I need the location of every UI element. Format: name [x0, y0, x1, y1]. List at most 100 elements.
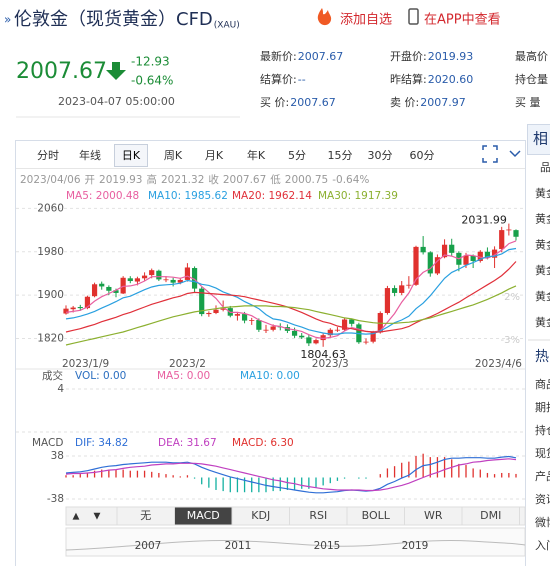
candle-body: [91, 284, 98, 297]
indicator-tab[interactable]: BOLL: [362, 509, 391, 522]
title-marker: »: [4, 13, 11, 27]
period-tab[interactable]: 30分: [368, 149, 393, 162]
sidebar-hot-item[interactable]: 现货: [535, 446, 550, 460]
price-change-pct: -0.64%: [131, 74, 173, 88]
stat-label: 卖 价:: [390, 96, 419, 109]
x-tick-label: 2023/1/9: [62, 358, 109, 370]
indicator-tab[interactable]: WR: [424, 509, 443, 522]
candle-body: [427, 252, 433, 274]
stat-label: 结算价:: [260, 72, 297, 86]
candle-body: [299, 335, 305, 338]
candle-body: [513, 230, 519, 237]
y-tick-label: 1820: [37, 332, 64, 344]
y-tick-label: 1980: [37, 246, 64, 258]
period-tab[interactable]: 年线: [79, 148, 101, 162]
period-tab[interactable]: 年K: [247, 148, 266, 162]
candle-body: [249, 320, 255, 321]
y-tick-label: 2060: [37, 202, 64, 214]
candle-body: [213, 309, 219, 313]
candle-body: [499, 230, 505, 250]
indicator-tab[interactable]: KDJ: [251, 509, 270, 522]
x-tick-label: 2023/2: [169, 358, 206, 370]
candle-body: [270, 326, 276, 330]
stat-label: 最新价:: [260, 49, 297, 63]
indicator-tab[interactable]: DMI: [480, 509, 501, 522]
sidebar-hot-item[interactable]: 期指: [535, 400, 550, 414]
navigator-outline: [65, 539, 526, 551]
flame-icon[interactable]: [317, 8, 332, 26]
phone-icon[interactable]: [408, 8, 419, 25]
symbol-code: (XAU): [214, 21, 240, 31]
candle-body: [313, 340, 319, 344]
add-watch[interactable]: 添加自选: [340, 13, 392, 28]
sidebar-hot-item[interactable]: 持仓: [535, 423, 550, 437]
candle-body: [220, 308, 226, 310]
sidebar-item[interactable]: 黄金: [535, 315, 550, 329]
macd-tick: 38: [51, 450, 64, 462]
period-tab[interactable]: 日K: [122, 149, 141, 162]
app-view[interactable]: 在APP中查看: [424, 12, 501, 28]
stat-label: 买 价:: [260, 96, 289, 109]
indicator-tab[interactable]: RSI: [309, 509, 327, 522]
fullscreen-icon[interactable]: [482, 145, 498, 163]
sidebar-hot-item[interactable]: 商品: [535, 377, 550, 391]
volume-legend: VOL: 0.00: [75, 370, 126, 382]
y-tick-label: 1900: [37, 289, 64, 301]
sidebar-item[interactable]: 黄金: [535, 289, 550, 303]
ma-line: [65, 261, 517, 333]
candle-body: [341, 319, 348, 330]
candle-body: [327, 329, 333, 336]
ma-line: [65, 247, 517, 335]
period-tab[interactable]: 15分: [328, 149, 353, 162]
sidebar-hot-item[interactable]: 微博: [535, 515, 550, 529]
macd-title: MACD: [32, 437, 63, 449]
info-item: 开: [85, 174, 96, 186]
candle-body: [177, 279, 183, 283]
quote-time: 2023-04-07 05:00:00: [58, 95, 175, 108]
sidebar-item[interactable]: 黄金: [535, 237, 550, 251]
x-tick-label: 2023/4/6: [475, 358, 522, 370]
candle-body: [263, 329, 269, 331]
candle-body: [441, 244, 448, 258]
info-item: 2019.93: [99, 174, 142, 186]
last-price: 2007.67: [16, 59, 107, 84]
macd-line: [65, 458, 517, 492]
period-tab[interactable]: 周K: [164, 149, 183, 162]
stat-label: 买 量: [515, 96, 541, 109]
sidebar-hot-item[interactable]: 入门: [535, 538, 550, 552]
sidebar-hot-item[interactable]: 产品: [535, 469, 550, 483]
stat-value: 2007.67: [290, 96, 336, 109]
indicator-tab[interactable]: 无: [140, 509, 151, 522]
period-tab[interactable]: 5分: [288, 149, 306, 162]
sidebar-item[interactable]: 黄金: [535, 212, 550, 226]
sidebar-item[interactable]: 黄金: [535, 186, 550, 200]
candle-body: [120, 277, 126, 294]
legend-item: MA30: 1917.39: [318, 190, 398, 202]
candle-body: [399, 285, 405, 293]
sidebar-item[interactable]: 品: [540, 161, 550, 174]
period-tab[interactable]: 60分: [410, 149, 435, 162]
scroll-arrow[interactable]: ▼: [94, 512, 101, 522]
candle-body: [241, 314, 248, 321]
candle-body: [184, 267, 191, 280]
candle-body: [256, 320, 262, 330]
indicator-tab-box: [461, 506, 520, 526]
info-item: 2007.67: [223, 174, 266, 186]
period-tab[interactable]: 月K: [205, 149, 224, 162]
info-item: 收: [208, 173, 219, 186]
scroll-arrow[interactable]: ▲: [73, 512, 80, 522]
navigator-year: 2015: [314, 540, 341, 552]
candle-body: [106, 286, 112, 291]
period-tab[interactable]: 分时: [37, 149, 59, 162]
indicator-tab[interactable]: MACD: [187, 509, 220, 522]
candle-body: [206, 312, 212, 315]
high-annotation: 2031.99: [461, 214, 507, 227]
stat-value: --: [298, 73, 306, 86]
down-arrow: [106, 62, 126, 80]
sidebar-hot-item[interactable]: 资讯: [535, 493, 550, 506]
candle-body: [320, 335, 326, 341]
sidebar-item[interactable]: 黄金: [535, 263, 550, 277]
collapse-icon[interactable]: [509, 150, 521, 158]
